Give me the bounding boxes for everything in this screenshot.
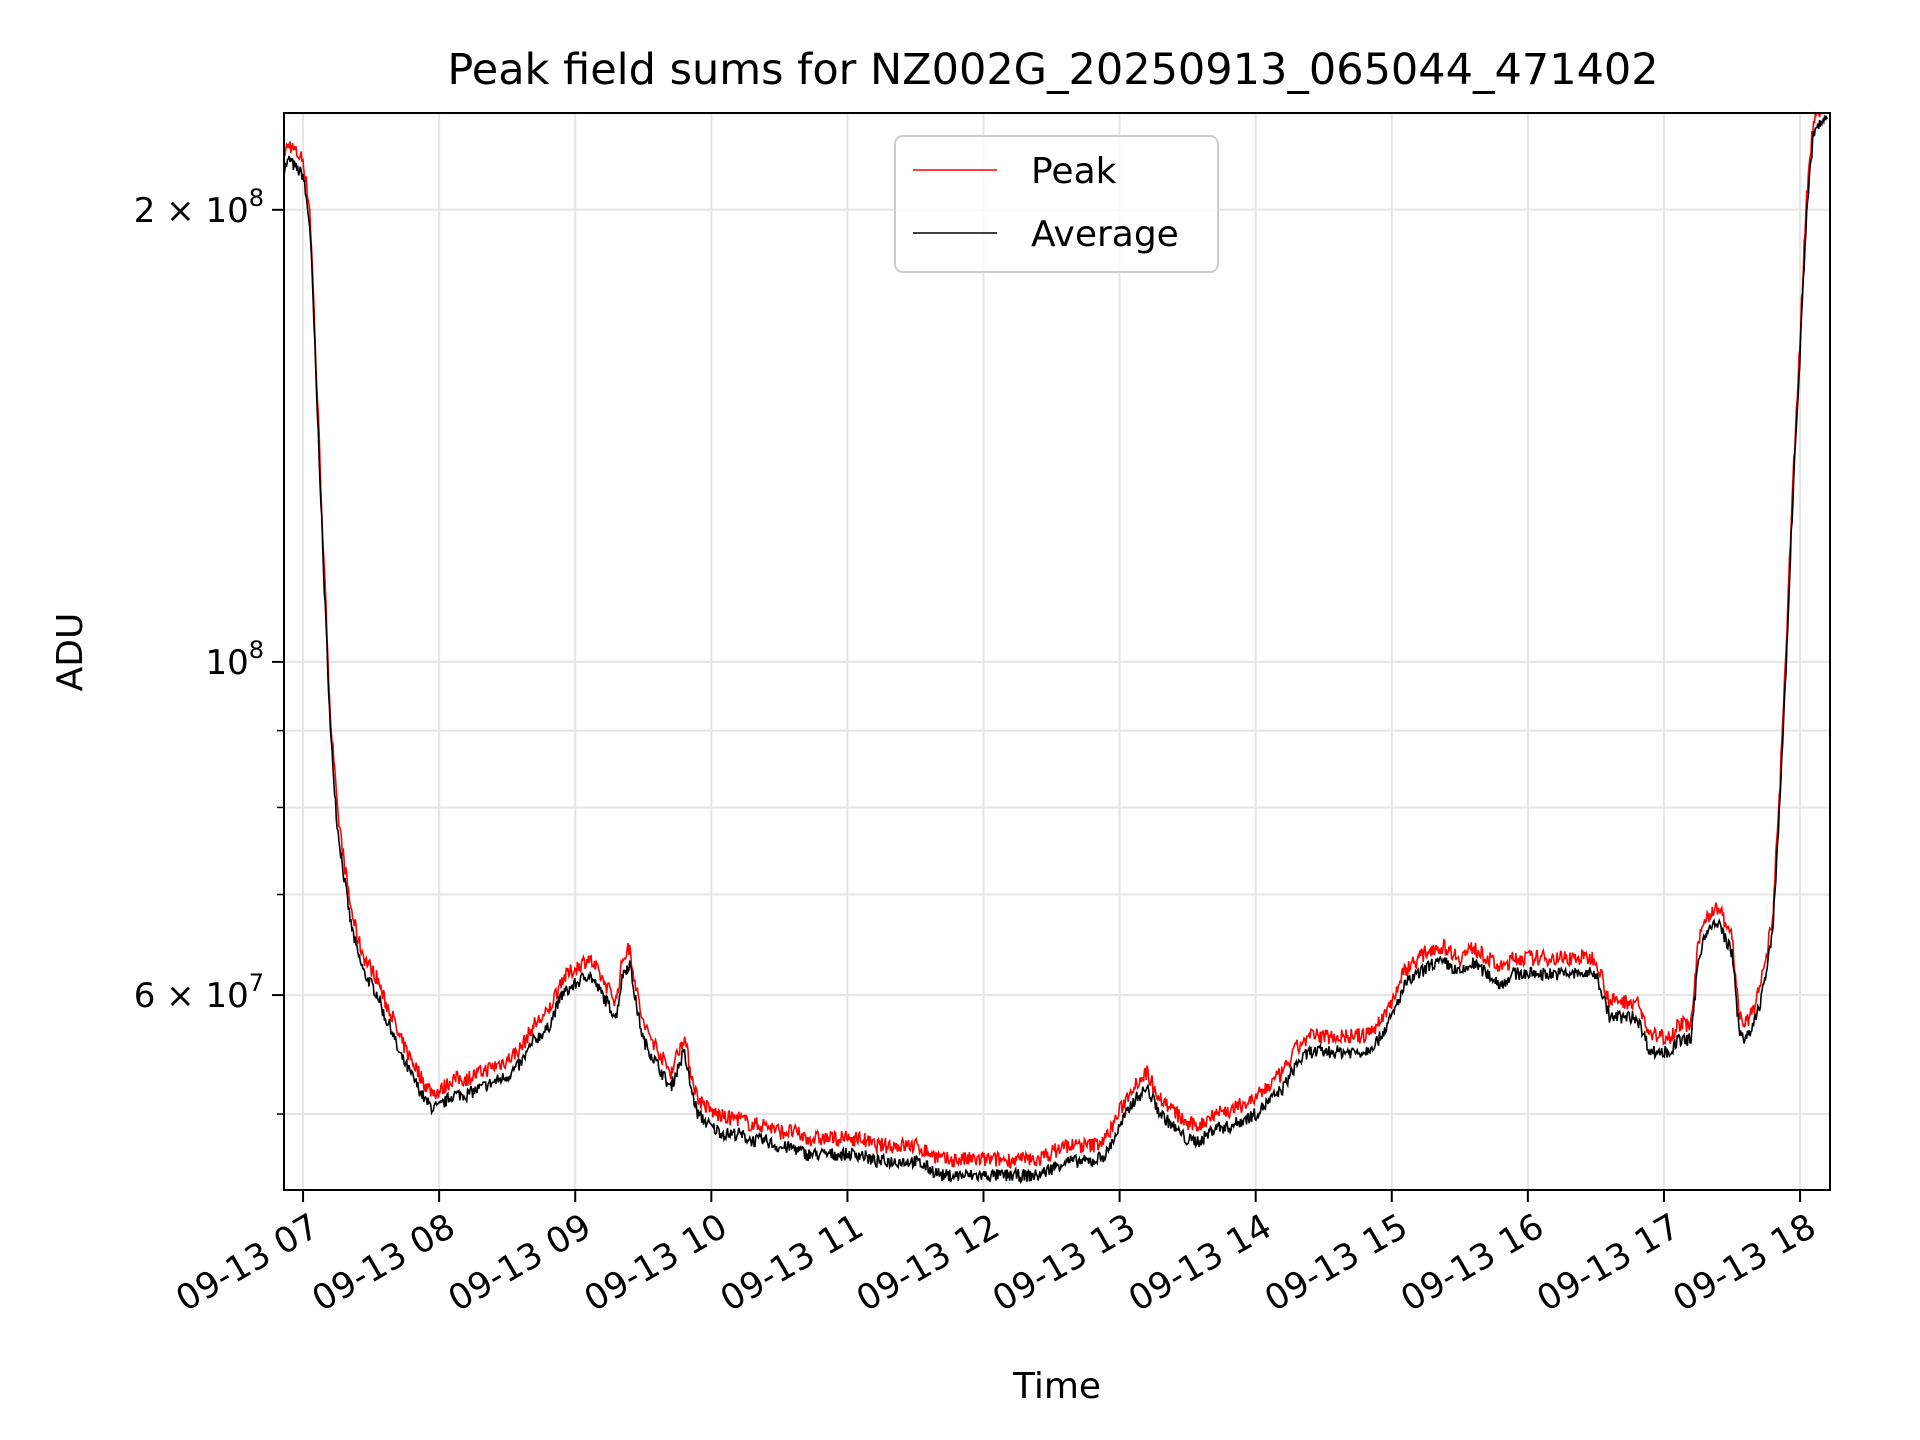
legend: Peak Average: [894, 135, 1219, 273]
y-axis-ticks: 2 × 108 108 6 × 107: [134, 184, 284, 1115]
chart-title: Peak field sums for NZ002G_20250913_0650…: [447, 45, 1658, 95]
y-axis-label: ADU: [50, 613, 91, 692]
series-peak-line: [283, 111, 1828, 1170]
plot-frame: [283, 112, 1831, 1191]
y-tick-label-1: 108: [205, 636, 264, 683]
y-tick-label-0: 2 × 108: [134, 184, 264, 231]
plot-series: [283, 111, 1829, 1185]
legend-peak-label: Peak: [1031, 151, 1117, 192]
series-average-line: [283, 115, 1829, 1185]
grid: [284, 113, 1830, 1190]
x-axis-label: Time: [1012, 1366, 1101, 1407]
y-tick-label-2: 6 × 107: [134, 969, 264, 1016]
legend-average-label: Average: [1031, 214, 1179, 255]
